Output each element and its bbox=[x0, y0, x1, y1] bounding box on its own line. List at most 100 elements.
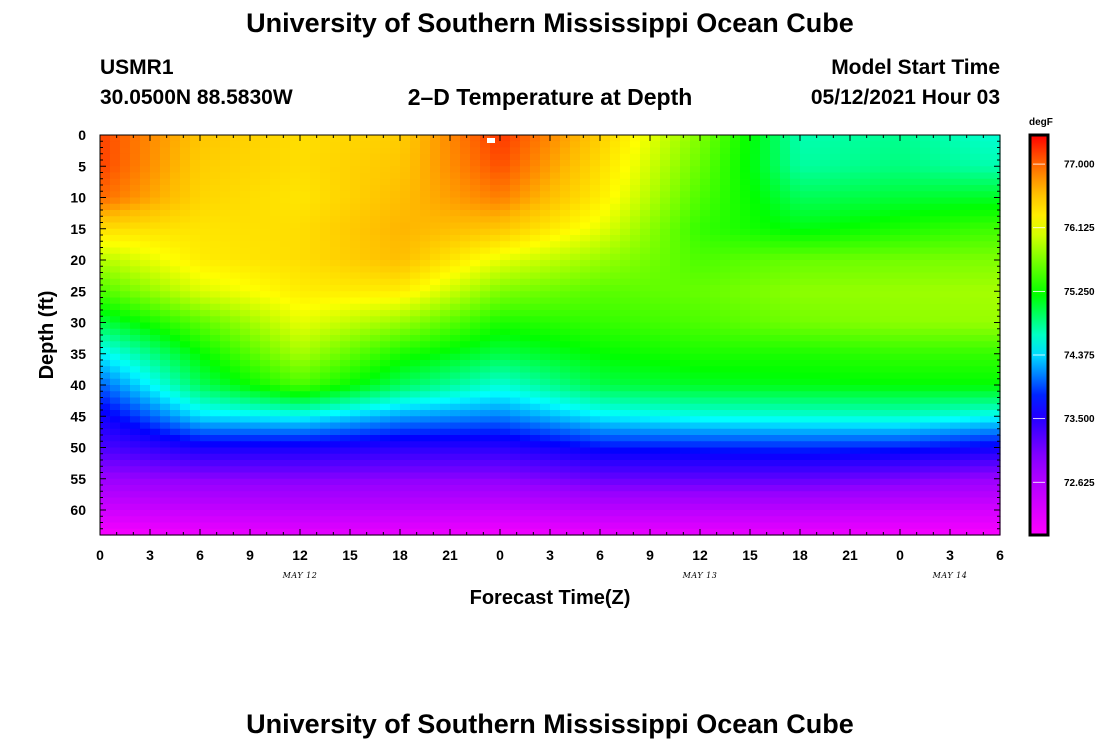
heatmap-cell bbox=[540, 353, 551, 361]
heatmap-cell bbox=[320, 260, 331, 267]
heatmap-cell bbox=[780, 297, 791, 305]
heatmap-cell bbox=[420, 222, 431, 230]
heatmap-cell bbox=[560, 316, 571, 324]
heatmap-cell bbox=[550, 285, 561, 292]
heatmap-cell bbox=[530, 285, 541, 292]
heatmap-cell bbox=[980, 253, 991, 261]
heatmap-cell bbox=[810, 197, 821, 205]
heatmap-cell bbox=[580, 435, 591, 442]
heatmap-cell bbox=[970, 403, 981, 411]
heatmap-cell bbox=[210, 460, 221, 467]
heatmap-cell bbox=[960, 366, 971, 374]
heatmap-cell bbox=[560, 303, 571, 311]
heatmap-cell bbox=[230, 266, 241, 274]
heatmap-cell bbox=[250, 403, 261, 411]
heatmap-cell bbox=[270, 160, 281, 167]
heatmap-cell bbox=[340, 160, 351, 167]
heatmap-cell bbox=[830, 435, 841, 442]
heatmap-cell bbox=[450, 316, 461, 324]
heatmap-cell bbox=[370, 447, 381, 455]
heatmap-cell bbox=[820, 297, 831, 305]
heatmap-cell bbox=[420, 366, 431, 374]
heatmap-cell bbox=[400, 403, 411, 411]
heatmap-cell bbox=[490, 397, 501, 405]
heatmap-cell bbox=[320, 210, 331, 217]
heatmap-cell bbox=[940, 303, 951, 311]
heatmap-cell bbox=[260, 166, 271, 174]
heatmap-cell bbox=[680, 366, 691, 374]
heatmap-cell bbox=[870, 322, 881, 330]
heatmap-cell bbox=[450, 403, 461, 411]
heatmap-cell bbox=[420, 197, 431, 205]
heatmap-cell bbox=[610, 416, 621, 424]
heatmap-cell bbox=[510, 216, 521, 224]
heatmap-cell bbox=[220, 391, 231, 399]
heatmap-cell bbox=[220, 310, 231, 317]
heatmap-cell bbox=[810, 366, 821, 374]
heatmap-cell bbox=[360, 160, 371, 167]
heatmap-cell bbox=[640, 216, 651, 224]
heatmap-cell bbox=[460, 372, 471, 380]
heatmap-cell bbox=[930, 235, 941, 242]
heatmap-cell bbox=[650, 203, 661, 211]
heatmap-cell bbox=[230, 328, 241, 336]
heatmap-cell bbox=[640, 153, 651, 161]
heatmap-cell bbox=[560, 328, 571, 336]
heatmap-cell bbox=[460, 391, 471, 399]
heatmap-cell bbox=[640, 472, 651, 480]
heatmap-cell bbox=[360, 266, 371, 274]
heatmap-cell bbox=[170, 385, 181, 392]
heatmap-cell bbox=[800, 278, 811, 286]
heatmap-cell bbox=[100, 428, 111, 436]
heatmap-cell bbox=[320, 335, 331, 342]
heatmap-cell bbox=[630, 447, 641, 455]
heatmap-cell bbox=[990, 178, 1001, 186]
heatmap-cell bbox=[160, 291, 171, 299]
heatmap-cell bbox=[940, 235, 951, 242]
heatmap-cell bbox=[880, 378, 891, 386]
heatmap-cell bbox=[280, 472, 291, 480]
heatmap-cell bbox=[860, 472, 871, 480]
heatmap-cell bbox=[300, 347, 311, 355]
heatmap-cell bbox=[690, 203, 701, 211]
heatmap-cell bbox=[650, 285, 661, 292]
heatmap-cell bbox=[130, 203, 141, 211]
heatmap-cell bbox=[950, 303, 961, 311]
heatmap-cell bbox=[360, 478, 371, 486]
heatmap-cell bbox=[180, 403, 191, 411]
heatmap-cell bbox=[620, 197, 631, 205]
heatmap-cell bbox=[980, 235, 991, 242]
heatmap-cell bbox=[830, 291, 841, 299]
heatmap-cell bbox=[230, 197, 241, 205]
heatmap-cell bbox=[140, 378, 151, 386]
heatmap-cell bbox=[210, 247, 221, 255]
heatmap-cell bbox=[930, 185, 941, 192]
heatmap-cell bbox=[820, 391, 831, 399]
heatmap-cell bbox=[350, 303, 361, 311]
heatmap-cell bbox=[310, 460, 321, 467]
heatmap-cell bbox=[160, 253, 171, 261]
heatmap-cell bbox=[670, 435, 681, 442]
heatmap-cell bbox=[950, 222, 961, 230]
heatmap-cell bbox=[520, 366, 531, 374]
heatmap-cell bbox=[230, 391, 241, 399]
heatmap-cell bbox=[770, 466, 781, 474]
heatmap-cell bbox=[310, 322, 321, 330]
heatmap-cell bbox=[760, 247, 771, 255]
heatmap-cell bbox=[820, 247, 831, 255]
heatmap-cell bbox=[800, 166, 811, 174]
heatmap-cell bbox=[980, 378, 991, 386]
heatmap-cell bbox=[770, 291, 781, 299]
heatmap-cell bbox=[650, 447, 661, 455]
heatmap-cell bbox=[990, 185, 1001, 192]
heatmap-cell bbox=[310, 172, 321, 180]
heatmap-cell bbox=[510, 141, 521, 149]
heatmap-cell bbox=[980, 422, 991, 430]
heatmap-cell bbox=[570, 385, 581, 392]
heatmap-cell bbox=[610, 260, 621, 267]
heatmap-cell bbox=[610, 210, 621, 217]
heatmap-cell bbox=[870, 147, 881, 155]
heatmap-cell bbox=[450, 366, 461, 374]
heatmap-cell bbox=[130, 147, 141, 155]
heatmap-cell bbox=[290, 372, 301, 380]
